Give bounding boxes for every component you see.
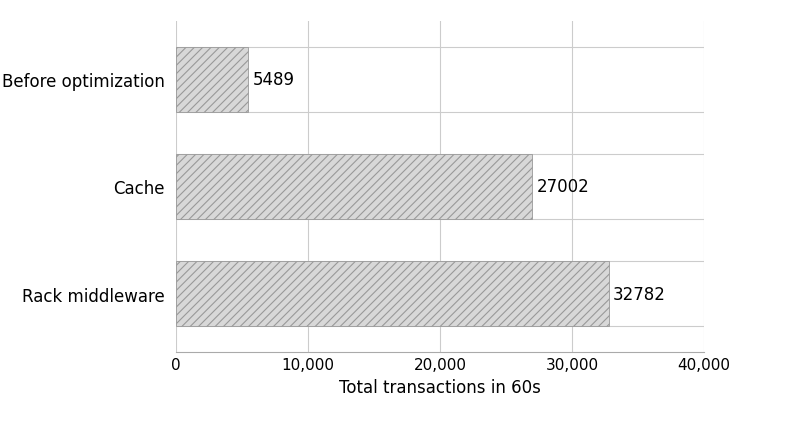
X-axis label: Total transactions in 60s: Total transactions in 60s (339, 378, 541, 396)
Text: 27002: 27002 (536, 178, 589, 196)
Bar (176, 155, 533, 219)
Bar (176, 48, 249, 112)
Text: 32782: 32782 (613, 285, 666, 303)
Text: 5489: 5489 (253, 71, 294, 89)
Bar (176, 262, 609, 326)
